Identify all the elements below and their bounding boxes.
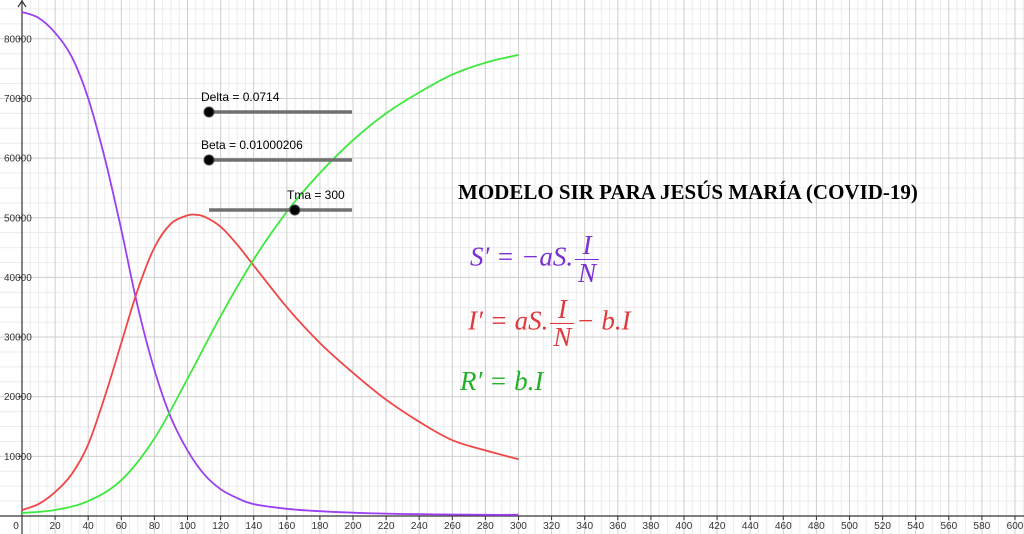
x-tick-label: 60 (116, 521, 128, 532)
x-tick-label: 280 (477, 521, 494, 532)
series-group (21, 11, 519, 516)
chart-title: MODELO SIR PARA JESÚS MARÍA (COVID-19) (458, 180, 918, 204)
slider-label: Tma = 300 (287, 188, 345, 202)
x-tick-label: 360 (609, 521, 626, 532)
y-tick-labels: 10000 20000 30000 40000 50000 60000 70000 80000 (4, 34, 32, 463)
y-tick-label: 40000 (4, 273, 32, 284)
x-tick-label: 120 (212, 521, 229, 532)
x-tick-label: 20 (50, 521, 62, 532)
y-tick-label: 20000 (4, 392, 32, 403)
slider-label: Beta = 0.01000206 (201, 138, 303, 152)
equation-i: I′ = aS. I N − b.I (468, 296, 631, 351)
equation-s-numerator: I (575, 232, 600, 260)
series-line-i (21, 213, 519, 511)
x-tick-label: 580 (974, 521, 991, 532)
y-tick-label: 60000 (4, 154, 32, 165)
slider-label: Delta = 0.0714 (201, 90, 280, 104)
x-tick-label: 480 (808, 521, 825, 532)
x-tick-label: 520 (874, 521, 891, 532)
slider-0[interactable]: Delta = 0.0714 (201, 90, 352, 118)
x-tick-label: 0 (13, 521, 19, 532)
x-tick-label: 260 (444, 521, 461, 532)
x-tick-label: 460 (775, 521, 792, 532)
slider-knob[interactable] (203, 106, 215, 118)
x-tick-label: 40 (83, 521, 95, 532)
y-tick-label: 30000 (4, 333, 32, 344)
x-tick-label: 200 (345, 521, 362, 532)
x-tick-label: 340 (576, 521, 593, 532)
x-tick-label: 420 (709, 521, 726, 532)
x-tick-label: 440 (742, 521, 759, 532)
y-tick-label: 70000 (4, 94, 32, 105)
x-tick-label: 180 (312, 521, 329, 532)
slider-knob[interactable] (289, 204, 301, 216)
y-tick-label: 10000 (4, 452, 32, 463)
y-tick-label: 80000 (4, 34, 32, 45)
equation-i-denominator: N (553, 322, 572, 352)
equation-r: R′ = b.I (460, 366, 543, 397)
equation-s-denominator: N (578, 258, 597, 288)
series-line-r (21, 54, 519, 514)
slider-1[interactable]: Beta = 0.01000206 (201, 138, 352, 166)
slider-knob[interactable] (203, 154, 215, 166)
x-tick-label: 540 (907, 521, 924, 532)
x-tick-label: 240 (411, 521, 428, 532)
x-tick-label: 220 (378, 521, 395, 532)
equation-i-lhs: I′ = aS. (468, 305, 549, 336)
equation-i-tail: − b.I (576, 305, 631, 336)
equation-s: S′ = −aS. I N (470, 232, 601, 287)
x-tick-label: 160 (278, 521, 295, 532)
x-tick-label: 140 (245, 521, 262, 532)
x-tick-label: 80 (149, 521, 161, 532)
y-axis-arrow (17, 0, 27, 8)
x-tick-label: 600 (1007, 521, 1024, 532)
x-tick-label: 320 (543, 521, 560, 532)
x-tick-label: 380 (643, 521, 660, 532)
x-tick-labels: 0 20 40 60 80 100 120 140 160 180 200 220 240 260 280 3… (13, 516, 1024, 532)
x-tick-label: 560 (940, 521, 957, 532)
x-tick-label: 500 (841, 521, 858, 532)
slider-2[interactable]: Tma = 300 (209, 188, 352, 216)
x-tick-label: 300 (510, 521, 527, 532)
x-tick-label: 100 (179, 521, 196, 532)
equation-s-lhs: S′ = −aS. (470, 241, 574, 272)
x-tick-label: 400 (676, 521, 693, 532)
sliders-group[interactable]: Delta = 0.0714 Beta = 0.01000206 Tma = 300 (201, 90, 352, 216)
series-line-s (21, 11, 519, 516)
y-tick-label: 50000 (4, 213, 32, 224)
equation-r-text: R′ = b.I (460, 366, 544, 396)
equation-i-numerator: I (550, 296, 575, 324)
